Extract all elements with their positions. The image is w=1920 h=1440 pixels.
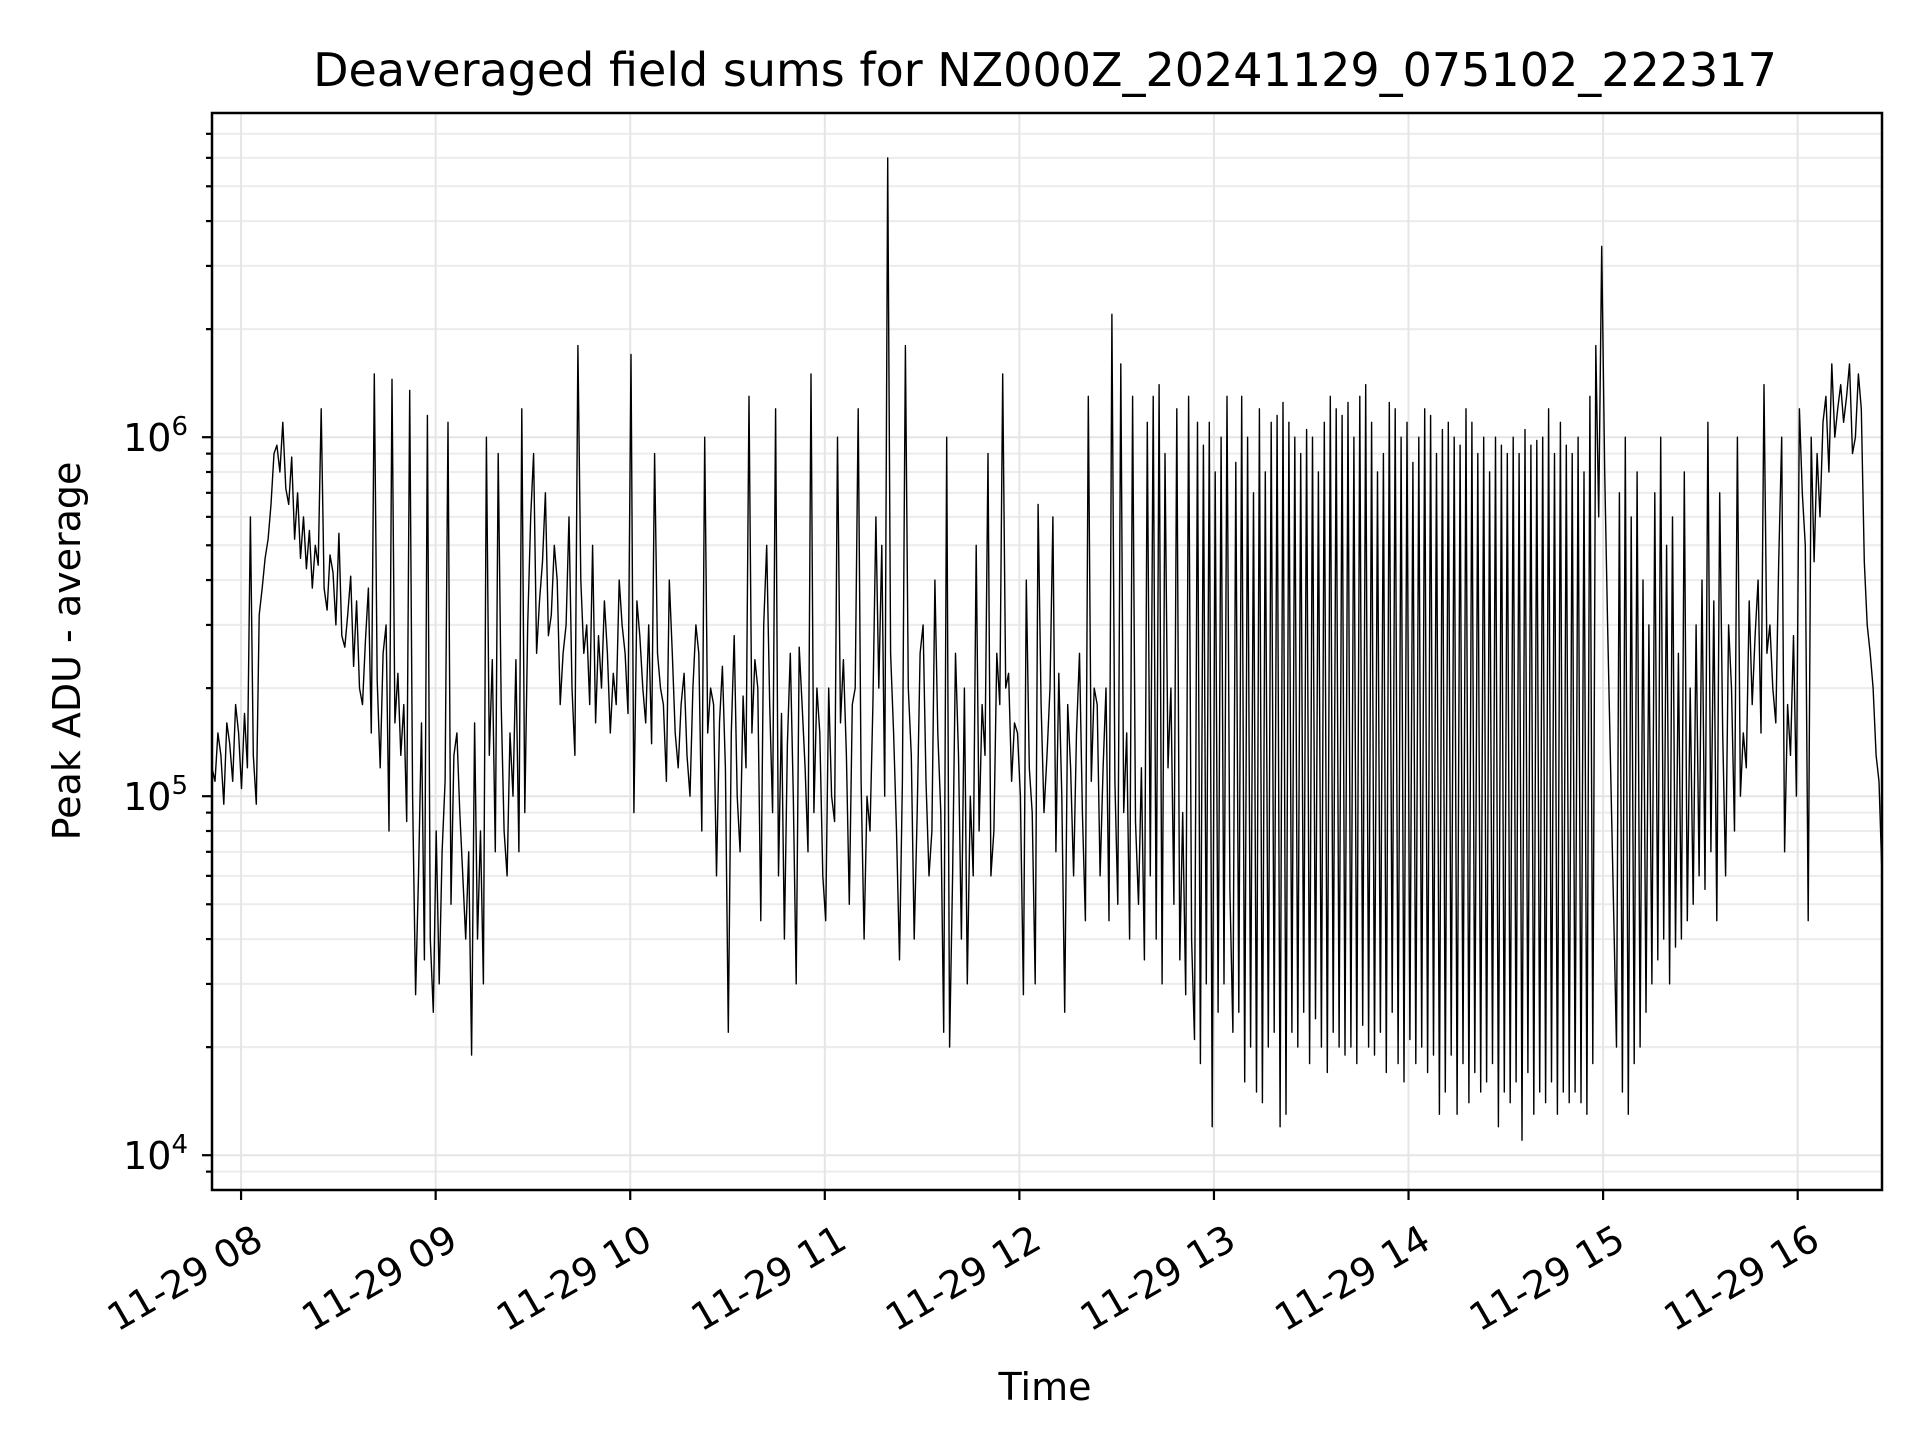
x-axis-label: Time xyxy=(998,1365,1092,1409)
y-tick-label: 105 xyxy=(123,771,188,819)
series-line xyxy=(211,157,1883,1141)
y-axis: 104 105 106 xyxy=(123,132,212,1178)
y-tick-label: 104 xyxy=(123,1130,188,1178)
y-tick-label: 106 xyxy=(123,412,188,460)
plot-frame xyxy=(210,111,1884,1192)
chart-title: Deaveraged field sums for NZ000Z_2024112… xyxy=(313,43,1777,97)
grid xyxy=(212,113,1882,1190)
y-axis-label: Peak ADU - average xyxy=(45,462,89,841)
